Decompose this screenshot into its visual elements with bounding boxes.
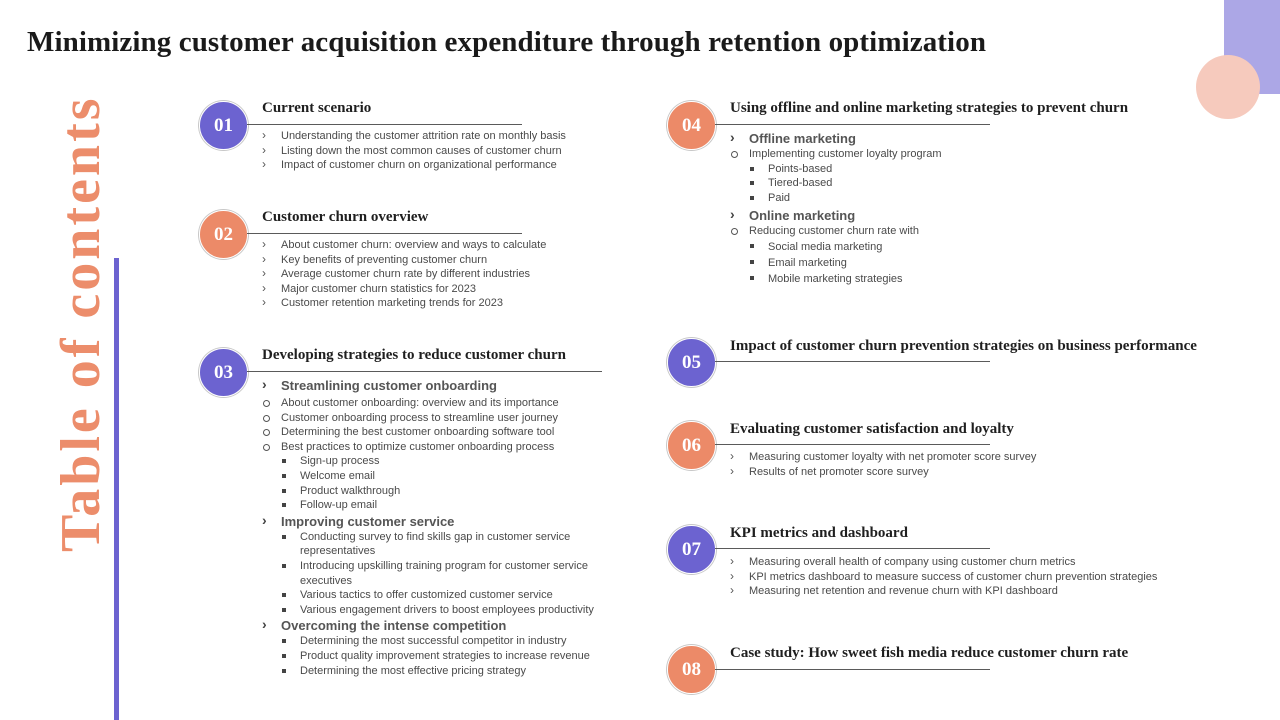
bullet-item: Points-based — [730, 162, 1068, 177]
section-number-badge: 04 — [667, 101, 716, 150]
section-number-badge: 07 — [667, 525, 716, 574]
section-title: Current scenario — [262, 100, 372, 116]
bullet-item: Tiered-based — [730, 176, 1068, 191]
side-accent-line — [114, 258, 119, 720]
section-title: Using offline and online marketing strat… — [730, 100, 1129, 116]
section-divider — [247, 371, 602, 372]
section-number-badge: 03 — [199, 348, 248, 397]
sub-item: Determining the best customer onboarding… — [262, 425, 600, 440]
bullet-item: Social media marketing — [730, 239, 1068, 255]
group-heading: Online marketing — [730, 206, 1068, 224]
section-number-badge: 08 — [667, 645, 716, 694]
bullet-item: Product quality improvement strategies t… — [262, 649, 600, 664]
section-number-badge: 06 — [667, 421, 716, 470]
sub-item: Customer onboarding process to streamlin… — [262, 411, 600, 426]
bullet-item: Product walkthrough — [262, 484, 600, 499]
group-heading: Improving customer service — [262, 512, 600, 530]
list-item: Measuring customer loyalty with net prom… — [730, 449, 1036, 465]
bullet-item: Sign-up process — [262, 454, 600, 469]
bullet-item: Determining the most successful competit… — [262, 634, 600, 649]
bullet-item: Various tactics to offer customized cust… — [262, 588, 600, 603]
section-divider — [247, 124, 522, 125]
section-divider — [247, 233, 522, 234]
section-title: Impact of customer churn prevention stra… — [730, 338, 1197, 354]
section-items: Understanding the customer attrition rat… — [262, 128, 566, 173]
section-title: KPI metrics and dashboard — [730, 525, 908, 541]
list-item: Understanding the customer attrition rat… — [262, 128, 566, 144]
list-item: Listing down the most common causes of c… — [262, 143, 566, 159]
section-title: Case study: How sweet fish media reduce … — [730, 645, 1129, 661]
list-item: Measuring net retention and revenue chur… — [730, 583, 1157, 599]
group-heading: Offline marketing — [730, 129, 1068, 147]
decorative-circle — [1196, 55, 1260, 119]
page-title: Minimizing customer acquisition expendit… — [27, 26, 987, 58]
bullet-item: Introducing upskilling training program … — [262, 559, 600, 588]
sub-item: Implementing customer loyalty program — [730, 147, 1068, 162]
section-number-badge: 01 — [199, 101, 248, 150]
sub-item: Reducing customer churn rate with — [730, 224, 1068, 239]
section-title: Developing strategies to reduce customer… — [262, 347, 566, 363]
section-items: Measuring overall health of company usin… — [730, 554, 1157, 599]
sub-item: About customer onboarding: overview and … — [262, 396, 600, 411]
list-item: Results of net promoter score survey — [730, 464, 1036, 480]
list-item: Average customer churn rate by different… — [262, 266, 546, 282]
bullet-item: Various engagement drivers to boost empl… — [262, 603, 600, 618]
bullet-item: Determining the most effective pricing s… — [262, 664, 600, 679]
side-title: Table of contents — [50, 95, 112, 552]
section-divider — [715, 669, 990, 670]
section-title: Customer churn overview — [262, 209, 429, 225]
bullet-item: Email marketing — [730, 255, 1068, 271]
list-item: Impact of customer churn on organization… — [262, 157, 566, 173]
bullet-item: Welcome email — [262, 469, 600, 484]
sub-item: Best practices to optimize customer onbo… — [262, 440, 600, 455]
list-item: About customer churn: overview and ways … — [262, 237, 546, 253]
section-items: About customer churn: overview and ways … — [262, 237, 546, 311]
list-item: Key benefits of preventing customer chur… — [262, 252, 546, 268]
bullet-item: Follow-up email — [262, 498, 600, 513]
section-items: Measuring customer loyalty with net prom… — [730, 449, 1036, 480]
section-divider — [715, 124, 990, 125]
list-item: Major customer churn statistics for 2023 — [262, 281, 546, 297]
group-heading: Overcoming the intense competition — [262, 616, 600, 634]
list-item: Measuring overall health of company usin… — [730, 554, 1157, 570]
group-heading: Streamlining customer onboarding — [262, 376, 600, 394]
bullet-item: Paid — [730, 191, 1068, 206]
section-items: Streamlining customer onboarding About c… — [262, 376, 600, 679]
section-title: Evaluating customer satisfaction and loy… — [730, 421, 1014, 437]
bullet-item: Conducting survey to find skills gap in … — [262, 530, 600, 559]
list-item: KPI metrics dashboard to measure success… — [730, 569, 1157, 585]
section-number-badge: 05 — [667, 338, 716, 387]
section-divider — [715, 444, 990, 445]
section-number-badge: 02 — [199, 210, 248, 259]
section-divider — [715, 361, 990, 362]
section-divider — [715, 548, 990, 549]
section-items: Offline marketing Implementing customer … — [730, 129, 1068, 287]
list-item: Customer retention marketing trends for … — [262, 295, 546, 311]
bullet-item: Mobile marketing strategies — [730, 271, 1068, 287]
